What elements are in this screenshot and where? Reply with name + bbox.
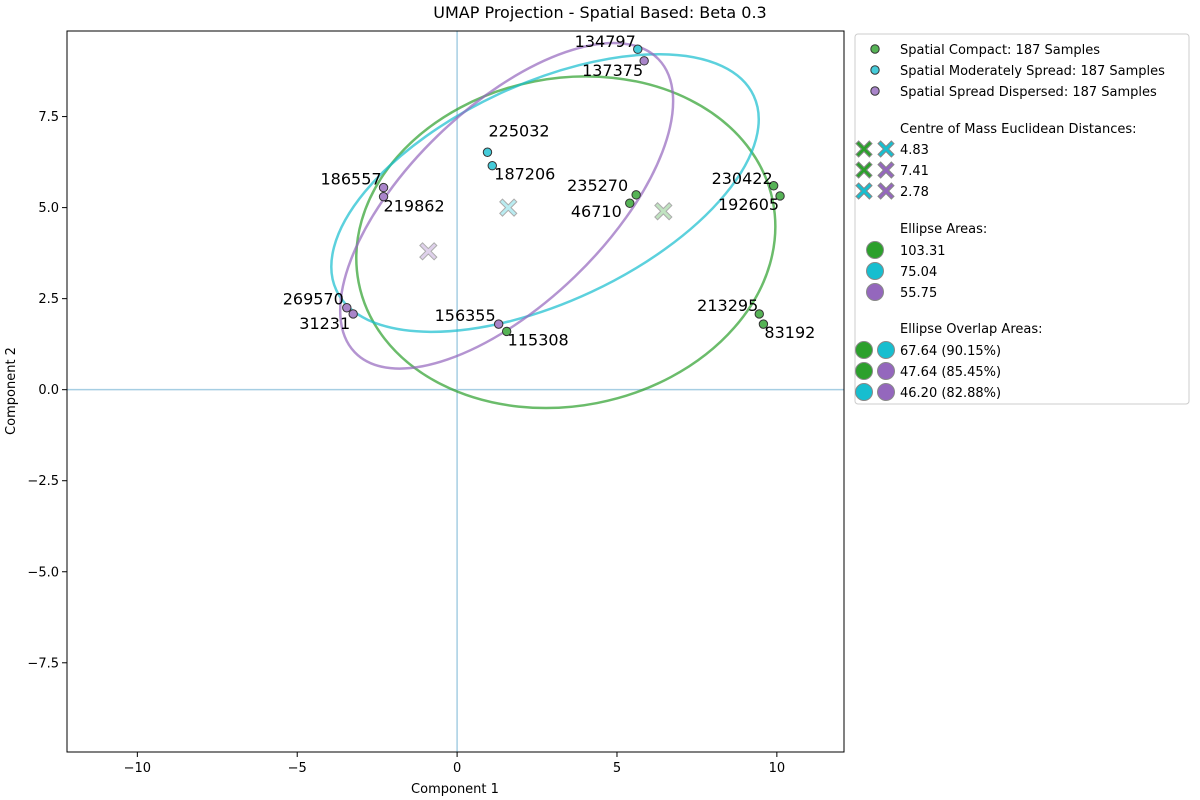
y-tick-label: 7.5 [38, 110, 59, 125]
confidence-ellipses [330, 41, 777, 410]
ellipse-moderate [330, 52, 760, 334]
legend-marker-compact [870, 44, 880, 54]
legend-overlap-marker-dispersed [877, 362, 895, 380]
legend-distance-value: 4.83 [900, 143, 929, 158]
legend-overlap-value: 47.64 (85.45%) [900, 365, 1001, 380]
legend-area-marker-moderate [866, 262, 884, 280]
plot-area: 235270 46710 230422 192605 213295 83192 115308… [66, 30, 845, 753]
legend-distance-marker-dispersed [877, 161, 895, 179]
point-label: 31231 [299, 314, 350, 333]
legend-distance-marker-moderate [877, 140, 895, 158]
point-label: 156355 [435, 306, 496, 325]
legend-overlap-marker-dispersed [877, 383, 895, 401]
legend-marker-moderate [870, 65, 880, 75]
y-tick-label: 2.5 [38, 292, 59, 307]
legend-overlap-marker-moderate [855, 383, 873, 401]
point-compact [501, 326, 512, 337]
legend-frame [854, 33, 1190, 405]
legend-overlaps-title: Ellipse Overlap Areas: [900, 322, 1043, 337]
x-tick-label: −10 [124, 761, 151, 776]
point-label: 235270 [567, 176, 628, 195]
legend-distance-marker-dispersed [877, 182, 895, 200]
point-label: 219862 [384, 197, 445, 216]
legend-area-marker-compact [866, 241, 884, 259]
legend-areas-title: Ellipse Areas: [900, 222, 987, 237]
x-tick-label: 10 [769, 761, 786, 776]
y-axis: −7.5 −5.0 −2.5 0.0 2.5 5.0 7.5 [27, 110, 67, 671]
legend-distances-title: Centre of Mass Euclidean Distances: [900, 122, 1137, 137]
point-dispersed [348, 309, 358, 319]
x-tick-label: 0 [453, 761, 461, 776]
point-label: 225032 [488, 121, 549, 140]
centroid-marker-moderate [499, 198, 518, 217]
point-compact [625, 198, 635, 208]
legend-series-label: Spatial Spread Dispersed: 187 Samples [900, 85, 1157, 100]
point-moderate [487, 161, 497, 171]
point-label: 187206 [494, 165, 555, 184]
point-compact [754, 309, 764, 319]
y-axis-label: Component 2 [4, 347, 19, 435]
point-compact [758, 319, 769, 329]
point-label: 137375 [582, 61, 643, 80]
ellipse-compact [355, 75, 777, 410]
y-tick-label: −2.5 [27, 474, 59, 489]
legend-overlap-marker-moderate [877, 341, 895, 359]
point-dispersed [378, 182, 389, 193]
ellipse-dispersed [338, 41, 675, 370]
point-dispersed [639, 56, 649, 66]
point-dispersed [378, 191, 389, 202]
y-tick-label: −5.0 [27, 565, 59, 580]
legend-distance-marker-compact [855, 140, 873, 158]
x-axis: −10 −5 0 5 10 [124, 752, 785, 776]
legend-area-value: 55.75 [900, 286, 937, 301]
legend-series-label: Spatial Moderately Spread: 187 Samples [900, 64, 1165, 79]
legend-area-value: 75.04 [900, 265, 937, 280]
centroid-markers [419, 198, 673, 261]
centroid-marker-dispersed [419, 242, 438, 261]
point-label: 192605 [718, 195, 779, 214]
point-label: 115308 [508, 330, 569, 349]
y-tick-label: 0.0 [38, 383, 59, 398]
legend-overlap-marker-compact [855, 341, 873, 359]
point-label: 269570 [283, 290, 344, 309]
chart-title: UMAP Projection - Spatial Based: Beta 0.… [433, 3, 766, 22]
point-label: 134797 [575, 32, 636, 51]
point-compact [775, 191, 785, 201]
x-tick-label: 5 [613, 761, 621, 776]
point-compact [631, 190, 641, 200]
legend-area-value: 103.31 [900, 244, 946, 259]
legend: Spatial Compact: 187 Samples Spatial Mode… [854, 33, 1190, 405]
legend-overlap-value: 67.64 (90.15%) [900, 344, 1001, 359]
point-dispersed [342, 303, 352, 313]
legend-overlap-value: 46.20 (82.88%) [900, 386, 1001, 401]
legend-marker-dispersed [870, 86, 880, 96]
centroid-marker-compact [654, 202, 673, 221]
point-moderate [633, 44, 643, 54]
x-axis-label: Component 1 [411, 782, 499, 797]
point-label: 213295 [697, 296, 758, 315]
y-tick-label: −7.5 [27, 656, 59, 671]
point-label: 83192 [764, 323, 815, 342]
legend-overlap-marker-compact [855, 362, 873, 380]
point-compact [768, 181, 779, 191]
legend-series-label: Spatial Compact: 187 Samples [900, 43, 1100, 58]
data-points [342, 44, 785, 337]
legend-distance-marker-moderate [855, 182, 873, 200]
plot-frame [66, 30, 845, 753]
legend-distance-value: 2.78 [900, 185, 929, 200]
point-label: 230422 [712, 169, 773, 188]
x-tick-label: −5 [288, 761, 307, 776]
point-moderate [482, 147, 493, 157]
y-tick-label: 5.0 [38, 201, 59, 216]
legend-distance-value: 7.41 [900, 164, 929, 179]
point-label: 46710 [571, 202, 622, 221]
legend-distance-marker-compact [855, 161, 873, 179]
point-labels: 235270 46710 230422 192605 213295 83192 115308… [283, 32, 816, 349]
point-dispersed [493, 319, 504, 329]
legend-area-marker-dispersed [866, 283, 884, 301]
point-label: 186557 [320, 170, 381, 189]
